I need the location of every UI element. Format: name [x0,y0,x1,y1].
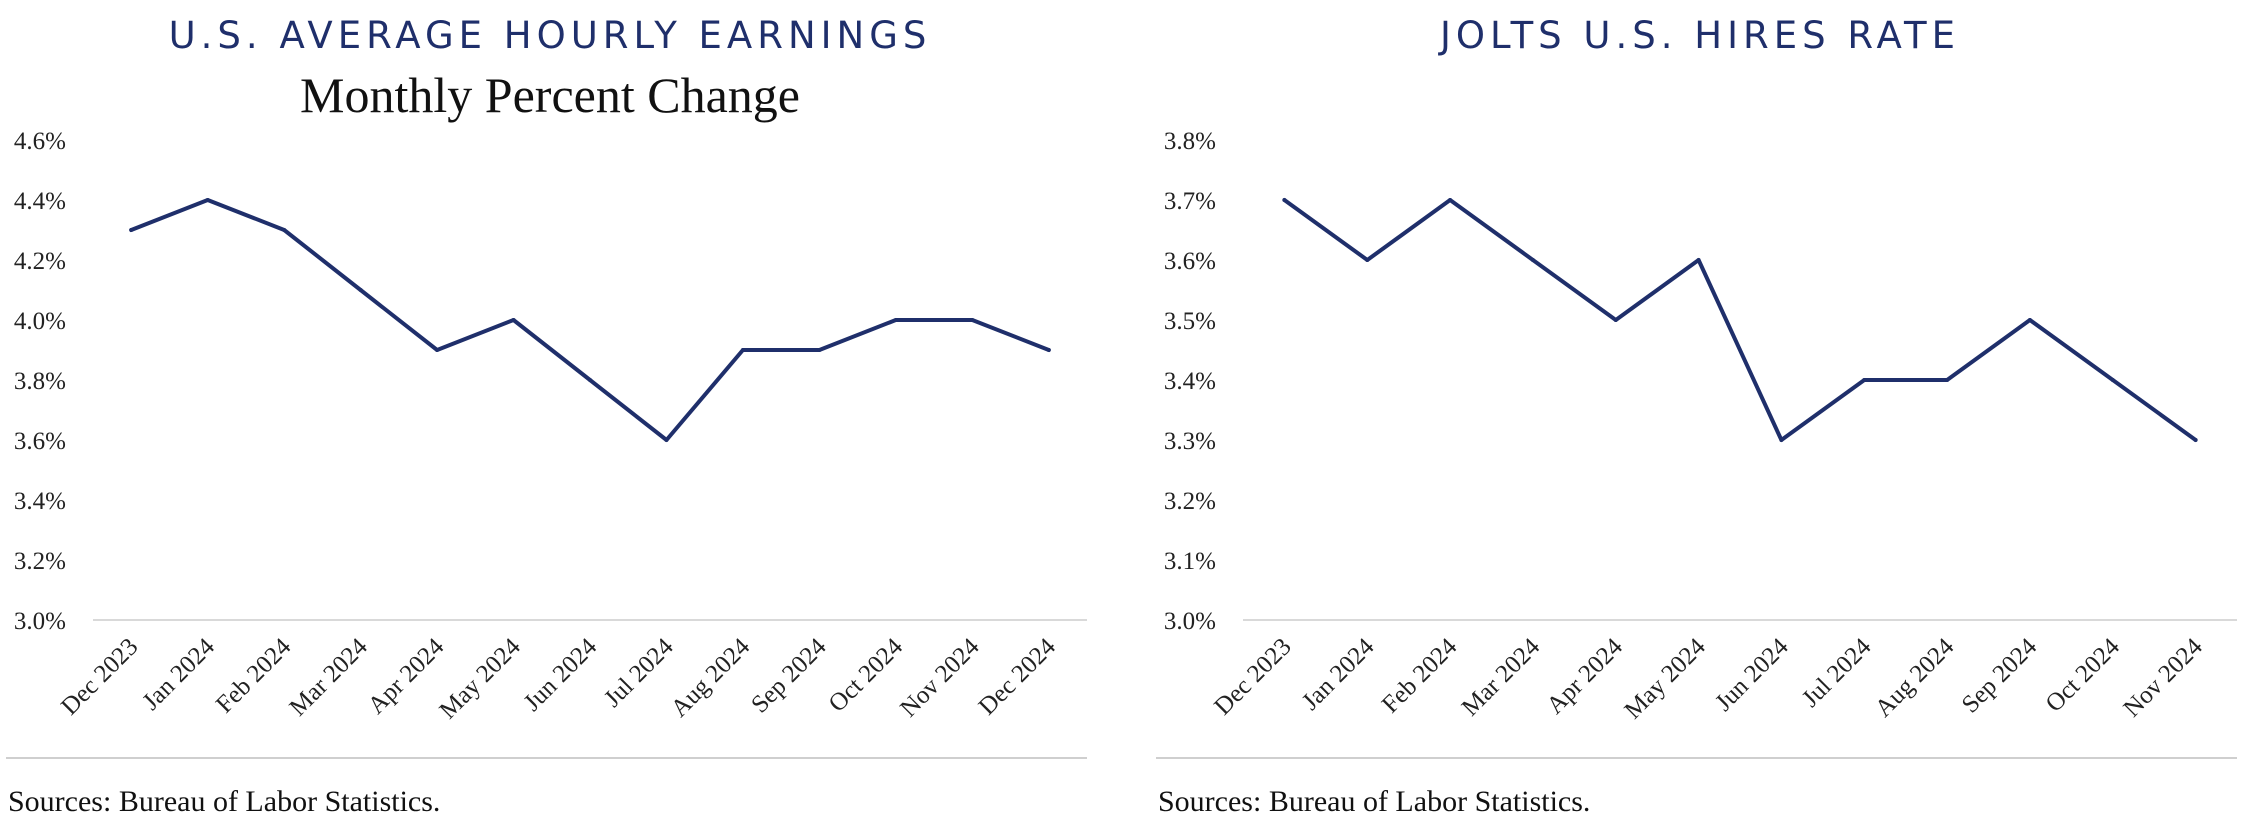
hires-data-point [1862,378,1867,382]
hires-chart-panel: JOLTS U.S. HIRES RATE 3.0% 3.1% 3.2% 3.3% 3.… [1150,0,2250,833]
earnings-data-point [205,198,210,202]
hires-chart-source: Sources: Bureau of Labor Statistics. [1158,785,1591,818]
hires-y-tick-label: 3.8% [1164,128,1216,155]
hires-x-tick-label: May 2024 [1620,633,1712,725]
earnings-x-tick-label: Dec 2023 [56,633,143,720]
hires-data-point [2110,378,2115,382]
earnings-x-tick-label: Nov 2024 [895,633,985,723]
hires-y-tick-label: 3.5% [1164,308,1216,335]
earnings-y-tick-label: 3.0% [14,608,66,635]
hires-y-tick-label: 3.3% [1164,428,1216,455]
hires-data-point [2193,438,2198,442]
earnings-data-point [893,318,898,322]
earnings-y-tick-label: 3.6% [14,428,66,455]
earnings-data-point [1046,348,1051,352]
earnings-x-tick-label: Jul 2024 [599,633,679,713]
earnings-data-point [970,318,975,322]
hires-data-point [1282,198,1287,202]
earnings-x-tick-label: Feb 2024 [211,633,297,719]
earnings-y-tick-label: 4.6% [14,128,66,155]
hires-x-tick-label: Mar 2024 [1457,633,1546,722]
earnings-x-tick-label: Aug 2024 [666,633,756,723]
earnings-series-line [129,198,1051,442]
hires-x-tick-label: Sep 2024 [1957,633,2043,719]
hires-data-point [1448,198,1453,202]
earnings-chart-subtitle: Monthly Percent Change [300,67,800,123]
hires-x-tick-label: Jun 2024 [1710,633,1794,717]
hires-series-line [1282,198,2198,442]
earnings-data-point [740,348,745,352]
hires-data-point [1530,258,1535,262]
hires-x-tick-label: Jul 2024 [1797,633,1877,713]
earnings-x-tick-label: May 2024 [435,633,527,725]
earnings-data-point [664,438,669,442]
earnings-data-point [817,348,822,352]
earnings-data-point [435,348,440,352]
earnings-chart-panel: U.S. AVERAGE HOURLY EARNINGS Monthly Per… [0,0,1100,833]
hires-y-tick-label: 3.7% [1164,188,1216,215]
hires-data-point [1779,438,1784,442]
hires-y-tick-label: 3.0% [1164,608,1216,635]
earnings-chart-title: U.S. AVERAGE HOURLY EARNINGS [168,14,932,57]
hires-x-tick-label: Oct 2024 [2041,633,2126,718]
hires-x-tick-label: Dec 2023 [1209,633,1296,720]
earnings-chart-source: Sources: Bureau of Labor Statistics. [8,785,441,818]
earnings-x-tick-label: Jun 2024 [519,633,603,717]
earnings-data-point [511,318,516,322]
earnings-data-point [129,228,134,232]
hires-y-tick-label: 3.2% [1164,488,1216,515]
earnings-y-tick-label: 4.2% [14,248,66,275]
earnings-y-tick-label: 3.2% [14,548,66,575]
earnings-chart-plot: 3.0% 3.2% 3.4% 3.6% 3.8% 4.0% 4.2% 4.4% 4.6% Dec … [6,128,1087,759]
earnings-y-tick-label: 4.4% [14,188,66,215]
hires-data-point [2027,318,2032,322]
hires-y-tick-label: 3.6% [1164,248,1216,275]
hires-x-tick-label: Nov 2024 [2119,633,2209,723]
hires-x-tick-label: Jan 2024 [1297,633,1380,716]
earnings-x-tick-label: Dec 2024 [974,633,1062,721]
earnings-y-tick-label: 4.0% [14,308,66,335]
hires-data-point [1613,318,1618,322]
hires-x-tick-label: Aug 2024 [1870,633,1960,723]
earnings-data-point [358,288,363,292]
earnings-y-tick-label: 3.4% [14,488,66,515]
hires-y-tick-label: 3.4% [1164,368,1216,395]
hires-data-point [1365,258,1370,262]
earnings-data-point [588,378,592,382]
earnings-y-tick-label: 3.8% [14,368,66,395]
hires-chart-plot: 3.0% 3.1% 3.2% 3.3% 3.4% 3.5% 3.6% 3.7% 3.8% Dec … [1156,128,2237,759]
hires-data-point [1696,258,1701,262]
hires-data-point [1945,378,1950,382]
hires-chart-title: JOLTS U.S. HIRES RATE [1440,14,1960,57]
earnings-x-tick-label: Sep 2024 [746,633,832,719]
earnings-data-point [282,228,287,232]
earnings-x-tick-label: Jan 2024 [138,633,221,716]
earnings-x-tick-label: Mar 2024 [285,633,374,722]
hires-y-tick-label: 3.1% [1164,548,1216,575]
hires-x-tick-label: Apr 2024 [1542,633,1629,720]
hires-x-tick-label: Feb 2024 [1377,633,1463,719]
